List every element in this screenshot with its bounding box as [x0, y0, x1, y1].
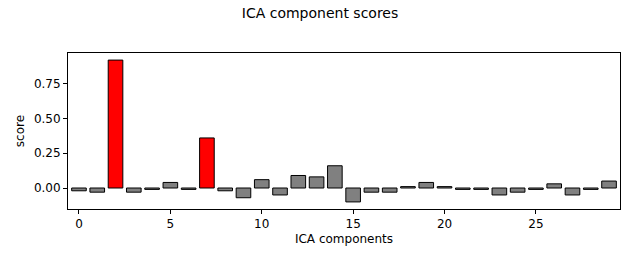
svg-text:0.25: 0.25: [34, 146, 61, 160]
svg-text:20: 20: [437, 217, 452, 231]
svg-text:0.00: 0.00: [34, 181, 61, 195]
svg-text:15: 15: [345, 217, 360, 231]
svg-text:0.50: 0.50: [34, 112, 61, 126]
svg-text:0: 0: [75, 217, 83, 231]
svg-text:25: 25: [528, 217, 543, 231]
svg-text:0.75: 0.75: [34, 77, 61, 91]
svg-text:10: 10: [254, 217, 269, 231]
svg-text:ICA components: ICA components: [295, 232, 393, 246]
svg-text:score: score: [13, 115, 27, 147]
svg-text:ICA component scores: ICA component scores: [242, 5, 399, 21]
svg-text:5: 5: [167, 217, 175, 231]
